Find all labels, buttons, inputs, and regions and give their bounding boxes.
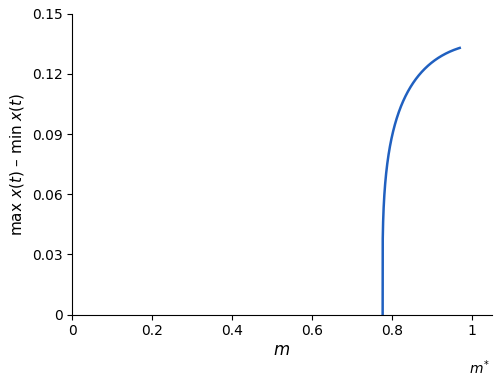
- Text: $m^{*}$: $m^{*}$: [470, 359, 490, 377]
- Y-axis label: max $x(t)$ – min $x(t)$: max $x(t)$ – min $x(t)$: [8, 92, 26, 236]
- X-axis label: m: m: [274, 341, 290, 359]
